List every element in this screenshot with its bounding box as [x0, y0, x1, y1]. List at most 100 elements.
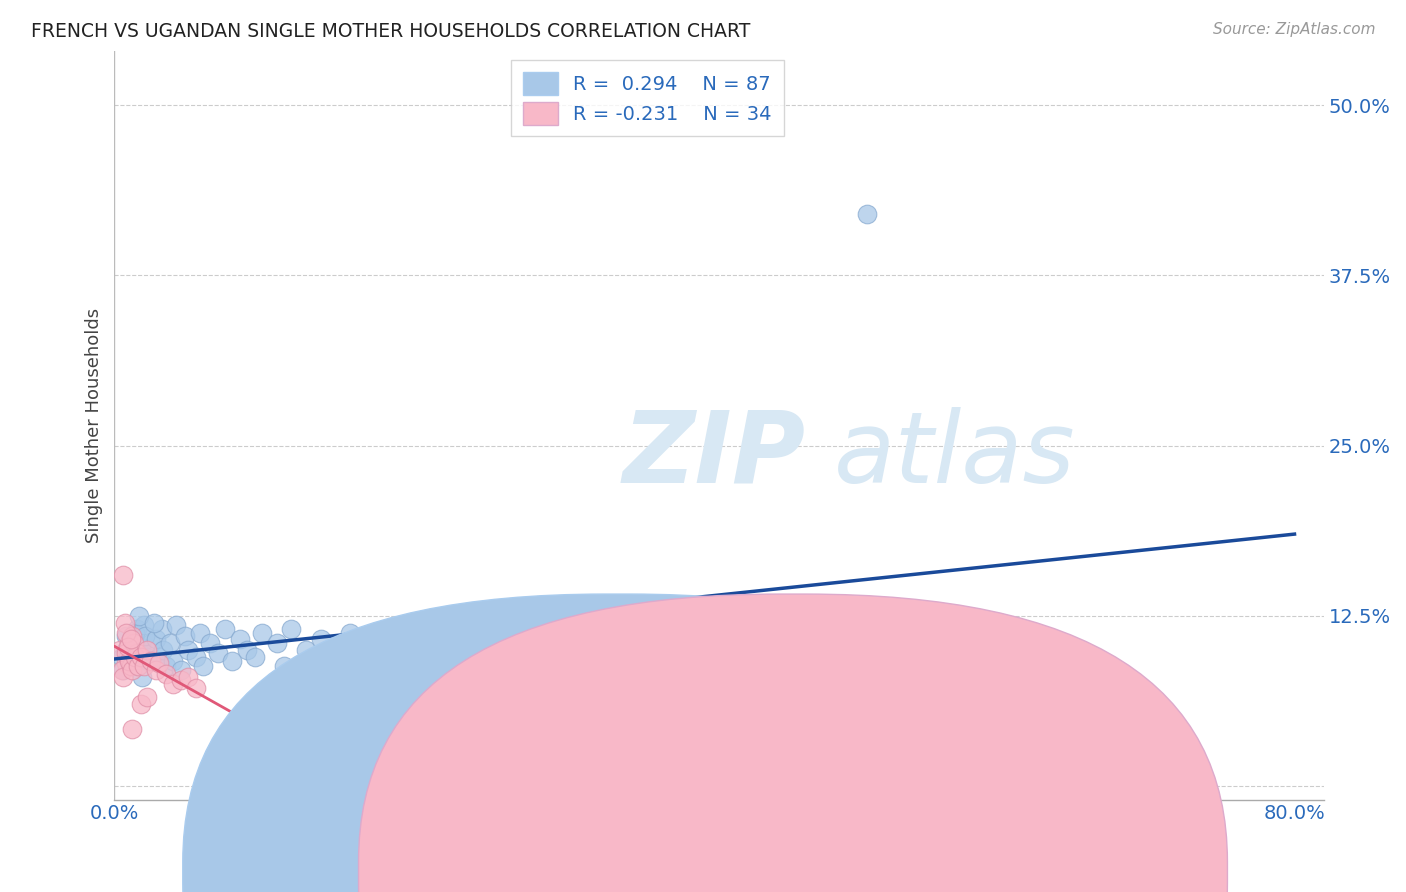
- Point: [114, 615, 136, 630]
- Point: [162, 677, 184, 691]
- Point: [148, 649, 170, 664]
- Point: [143, 615, 166, 630]
- Point: [121, 629, 143, 643]
- Point: [184, 681, 207, 695]
- Point: [132, 659, 155, 673]
- Point: [138, 654, 160, 668]
- Point: [111, 663, 134, 677]
- Point: [243, 649, 266, 664]
- Point: [129, 640, 152, 654]
- Y-axis label: Single Mother Households: Single Mother Households: [86, 308, 103, 542]
- Point: [531, 636, 554, 650]
- Point: [664, 618, 686, 632]
- Point: [368, 646, 391, 660]
- Point: [135, 690, 157, 705]
- Point: [115, 657, 138, 671]
- Point: [457, 629, 479, 643]
- Point: [177, 643, 200, 657]
- Point: [413, 654, 436, 668]
- Point: [174, 629, 197, 643]
- Point: [112, 663, 135, 677]
- Point: [122, 654, 145, 668]
- Point: [118, 636, 141, 650]
- Point: [141, 636, 163, 650]
- Point: [620, 626, 643, 640]
- Point: [384, 623, 406, 637]
- Point: [150, 623, 173, 637]
- Point: [121, 657, 143, 671]
- Legend: R =  0.294    N = 87, R = -0.231    N = 34: R = 0.294 N = 87, R = -0.231 N = 34: [512, 61, 783, 136]
- Point: [124, 649, 146, 664]
- Point: [502, 632, 524, 646]
- Point: [546, 626, 568, 640]
- Point: [120, 659, 142, 673]
- Point: [165, 618, 187, 632]
- Point: [162, 654, 184, 668]
- Point: [155, 667, 177, 681]
- Point: [229, 632, 252, 646]
- Point: [236, 643, 259, 657]
- Point: [117, 646, 139, 660]
- Point: [159, 636, 181, 650]
- Point: [127, 659, 149, 673]
- Point: [427, 618, 450, 632]
- Text: Ugandans: Ugandans: [814, 863, 904, 881]
- Point: [575, 618, 598, 632]
- Point: [112, 568, 135, 582]
- Point: [591, 632, 613, 646]
- Point: [120, 632, 142, 646]
- Point: [155, 659, 177, 673]
- Point: [129, 649, 152, 664]
- Point: [145, 632, 167, 646]
- Text: atlas: atlas: [834, 407, 1076, 504]
- Point: [128, 608, 150, 623]
- Point: [129, 698, 152, 712]
- Point: [561, 643, 583, 657]
- Point: [132, 618, 155, 632]
- Point: [605, 608, 627, 623]
- Point: [110, 643, 132, 657]
- Point: [122, 636, 145, 650]
- Text: French: French: [640, 863, 700, 881]
- Point: [115, 643, 138, 657]
- Point: [398, 632, 420, 646]
- Point: [170, 673, 193, 687]
- Point: [309, 632, 332, 646]
- Text: Source: ZipAtlas.com: Source: ZipAtlas.com: [1212, 22, 1375, 37]
- Point: [188, 626, 211, 640]
- Point: [723, 608, 745, 623]
- Point: [125, 623, 148, 637]
- Point: [145, 663, 167, 677]
- Point: [121, 722, 143, 736]
- Point: [115, 629, 138, 643]
- Point: [135, 649, 157, 664]
- Point: [354, 636, 377, 650]
- Point: [516, 623, 538, 637]
- Point: [266, 636, 288, 650]
- Point: [120, 632, 142, 646]
- Point: [184, 649, 207, 664]
- Point: [250, 626, 273, 640]
- Point: [125, 646, 148, 660]
- Point: [811, 605, 834, 619]
- Point: [111, 649, 134, 664]
- Point: [117, 649, 139, 664]
- Point: [634, 636, 657, 650]
- Point: [127, 659, 149, 673]
- Point: [295, 643, 318, 657]
- Point: [112, 670, 135, 684]
- Point: [115, 646, 138, 660]
- Point: [855, 207, 877, 221]
- Point: [339, 626, 361, 640]
- Point: [214, 623, 236, 637]
- Point: [131, 670, 153, 684]
- Point: [486, 615, 509, 630]
- Point: [472, 649, 495, 664]
- Point: [200, 636, 222, 650]
- Point: [443, 640, 465, 654]
- Point: [693, 623, 716, 637]
- Point: [121, 663, 143, 677]
- Point: [152, 643, 174, 657]
- Point: [221, 654, 243, 668]
- Point: [135, 643, 157, 657]
